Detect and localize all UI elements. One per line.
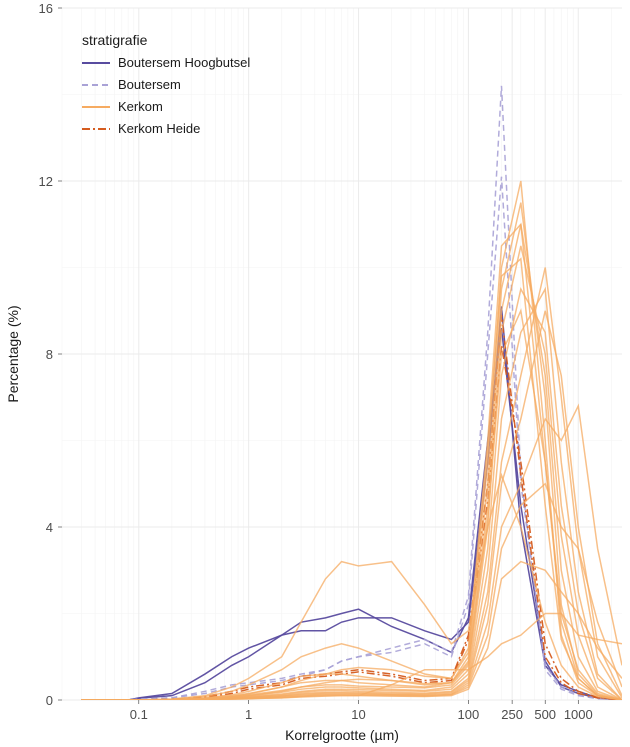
grain-size-distribution-chart: 0 4 8 12 16 0.1 1 10 100 250 500 1000 Korrelgrootte … [0, 0, 630, 747]
svg-text:12: 12 [39, 174, 53, 189]
x-axis-title: Korrelgrootte (µm) [285, 727, 399, 743]
legend-label: Kerkom [118, 99, 163, 114]
svg-text:1000: 1000 [564, 707, 593, 722]
svg-text:0: 0 [46, 693, 53, 708]
svg-text:100: 100 [458, 707, 480, 722]
svg-text:4: 4 [46, 520, 53, 535]
legend-label: Boutersem Hoogbutsel [118, 55, 250, 70]
svg-text:10: 10 [351, 707, 365, 722]
svg-text:500: 500 [534, 707, 556, 722]
x-axis: 0.1 1 10 100 250 500 1000 [130, 700, 593, 722]
svg-text:250: 250 [501, 707, 523, 722]
legend-title: stratigrafie [82, 32, 148, 48]
y-axis: 0 4 8 12 16 [39, 1, 62, 708]
svg-text:0.1: 0.1 [130, 707, 148, 722]
legend-label: Kerkom Heide [118, 121, 200, 136]
svg-text:16: 16 [39, 1, 53, 16]
legend-label: Boutersem [118, 77, 181, 92]
svg-text:8: 8 [46, 347, 53, 362]
svg-text:1: 1 [245, 707, 252, 722]
y-axis-title: Percentage (%) [5, 305, 21, 402]
